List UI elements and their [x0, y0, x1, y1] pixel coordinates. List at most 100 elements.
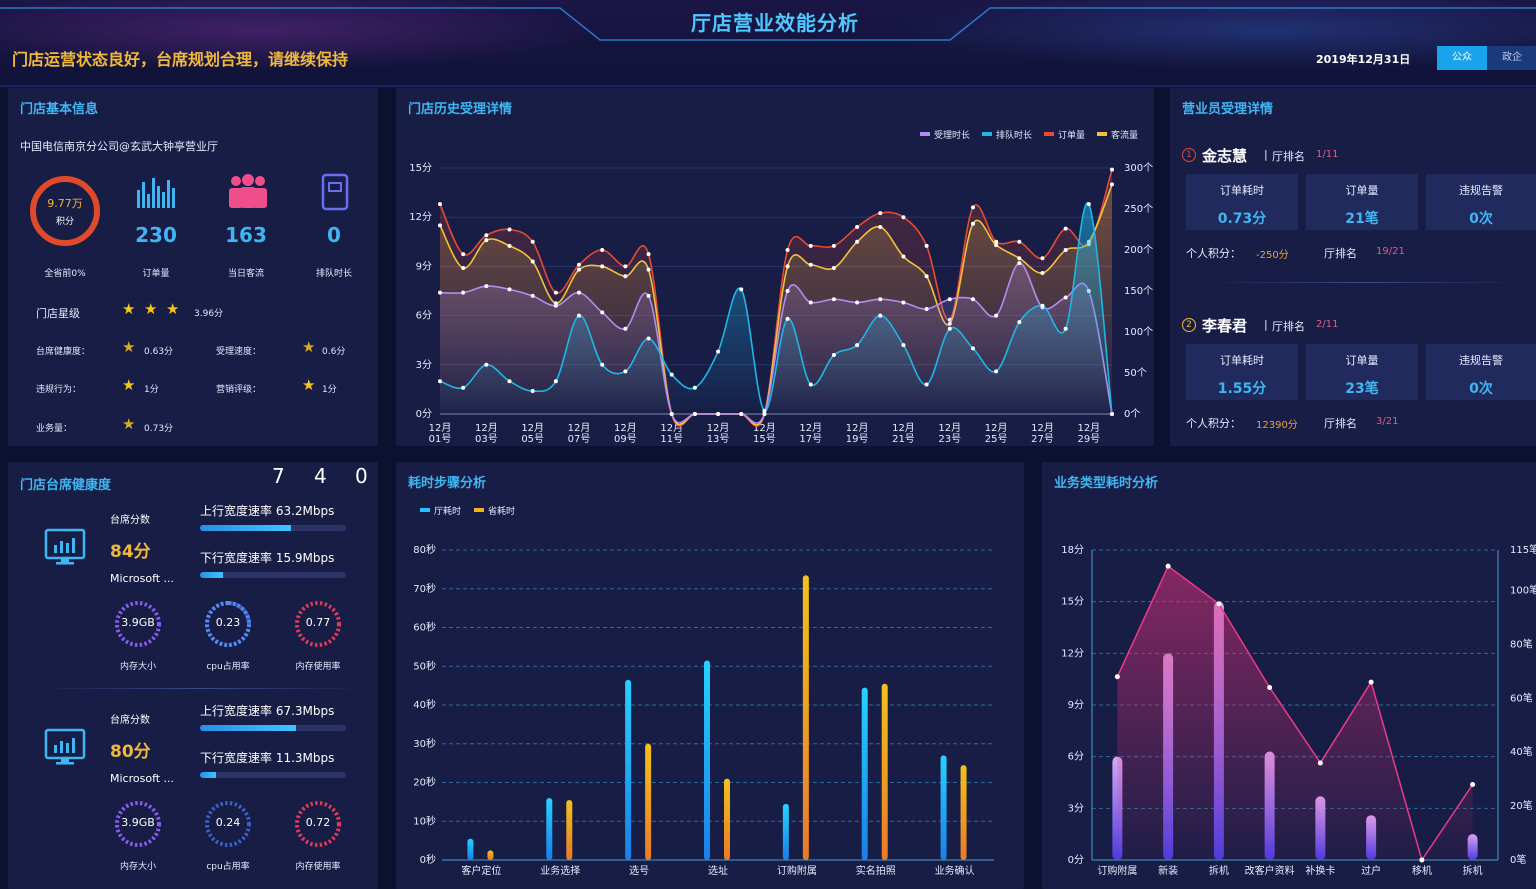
data-point — [461, 290, 466, 295]
segment-enterprise-button[interactable]: 政企 — [1487, 46, 1536, 70]
page-title: 厅店营业效能分析 — [691, 11, 859, 35]
x-tick-label: 12月 — [707, 422, 730, 434]
y-right-tick-label: 300个 — [1124, 162, 1153, 174]
metric-label: 营销评级： — [216, 385, 262, 395]
desk-os: Microsoft ... — [110, 772, 175, 785]
data-point — [1040, 303, 1045, 308]
card-value: 21笔 — [1345, 211, 1379, 227]
upload-rate: 上行宽度速率 63.2Mbps — [200, 504, 335, 518]
memory-gauge — [115, 601, 161, 647]
data-point — [1368, 679, 1374, 685]
report-date: 2019年12月31日 — [1316, 53, 1411, 66]
star-icon: ★ — [302, 376, 316, 394]
staff-card: 违规告警 0次 — [1426, 174, 1536, 230]
card-label: 订单量 — [1345, 184, 1379, 197]
data-point — [947, 297, 952, 302]
data-point — [970, 205, 975, 210]
data-point — [484, 233, 489, 238]
data-point — [878, 211, 883, 216]
data-point — [1267, 684, 1273, 690]
header-decoration — [0, 7, 1536, 87]
data-point — [484, 238, 489, 243]
segment-public-button[interactable]: 公众 — [1437, 46, 1487, 70]
upload-rate: 上行宽度速率 67.3Mbps — [200, 704, 335, 718]
download-bar — [200, 772, 346, 778]
y-tick-label: 0秒 — [420, 853, 436, 866]
x-tick-label: 11号 — [660, 433, 683, 445]
data-point — [438, 379, 442, 384]
y-right-tick-label: 150个 — [1124, 285, 1153, 297]
data-point — [785, 248, 790, 252]
star-icon: ★ — [122, 300, 136, 318]
upload-bar — [200, 725, 346, 731]
data-point — [901, 300, 906, 305]
x-tick-label: 17号 — [799, 433, 822, 445]
y-right-tick-label: 40笔 — [1510, 745, 1533, 758]
step-time-panel: 耗时步骤分析 0秒 10秒 20秒 30秒 40秒 50秒 60秒 70秒 80秒 客户定位 业务选… — [396, 462, 1024, 889]
metric-value: 0.73分 — [144, 424, 174, 434]
personal-score-label: 个人积分： — [1186, 417, 1241, 430]
x-tick-label: 05号 — [521, 433, 544, 445]
card-value: 0.73分 — [1217, 211, 1267, 227]
panel-title: 耗时步骤分析 — [408, 476, 487, 491]
x-tick-label: 实名拍照 — [856, 864, 896, 877]
y-tick-label: 15分 — [409, 162, 432, 174]
bar — [704, 660, 710, 860]
legend-swatch — [1097, 132, 1107, 136]
data-point — [438, 290, 442, 295]
y-right-tick-label: 0笔 — [1510, 853, 1526, 866]
y-tick-label: 30秒 — [413, 737, 436, 750]
history-line-chart: 0分 3分 6分 9分 12分 15分 0个 50个 100个 150个 200个 250个 300个 1… — [409, 129, 1153, 445]
data-point — [855, 343, 860, 348]
legend-label: 受理时长 — [934, 129, 970, 141]
bar — [487, 850, 494, 860]
y-tick-label: 70秒 — [413, 582, 436, 595]
data-point — [1017, 320, 1022, 325]
header-glow — [0, 0, 1536, 88]
rank2-label: 厅排名 — [1324, 247, 1357, 260]
card-value: 0次 — [1469, 381, 1493, 397]
data-point — [901, 215, 906, 220]
data-point — [1063, 248, 1068, 252]
score-label: 积分 — [55, 217, 74, 227]
data-point — [646, 267, 651, 272]
personal-score-value: 12390分 — [1256, 420, 1298, 431]
data-point — [785, 264, 790, 269]
x-tick-label: 12月 — [1077, 422, 1100, 434]
data-point — [577, 290, 582, 295]
y-tick-label: 60秒 — [413, 621, 436, 634]
x-tick-label: 03号 — [475, 433, 498, 445]
data-point — [530, 293, 535, 298]
data-point — [553, 303, 558, 308]
segment-toggle[interactable]: 公众 政企 — [1437, 46, 1536, 70]
cpu-gauge — [205, 801, 251, 847]
y-right-tick-label: 20笔 — [1510, 799, 1533, 812]
y-tick-label: 50秒 — [413, 659, 436, 672]
memory-usage-label: 内存使用率 — [295, 662, 341, 672]
staff-name: 金志慧 — [1202, 147, 1248, 165]
data-point — [692, 385, 697, 390]
memory-usage-value: 0.72 — [305, 816, 331, 829]
y-tick-label: 9分 — [1068, 699, 1084, 711]
series-line — [1116, 565, 1474, 862]
bar-chart-icon — [137, 178, 175, 208]
y-right-tick-label: 0个 — [1124, 408, 1140, 420]
data-point — [646, 336, 651, 341]
orders-value: 230 — [135, 223, 177, 247]
data-point — [855, 225, 860, 230]
data-point — [1470, 782, 1476, 788]
x-tick-label: 12月 — [938, 422, 961, 434]
half-star-icon: ★ — [122, 338, 136, 356]
data-point — [600, 264, 605, 269]
download-bar-fill — [200, 572, 224, 578]
data-point — [924, 243, 929, 248]
cpu-usage-label: cpu占用率 — [206, 862, 250, 872]
x-tick-label: 27号 — [1031, 433, 1054, 445]
data-point — [855, 300, 860, 305]
digit: 4 — [314, 464, 327, 488]
data-point — [808, 243, 813, 248]
legend-swatch — [920, 132, 930, 136]
divider — [38, 688, 364, 689]
y-tick-label: 18分 — [1061, 544, 1084, 556]
data-point — [1086, 202, 1091, 207]
